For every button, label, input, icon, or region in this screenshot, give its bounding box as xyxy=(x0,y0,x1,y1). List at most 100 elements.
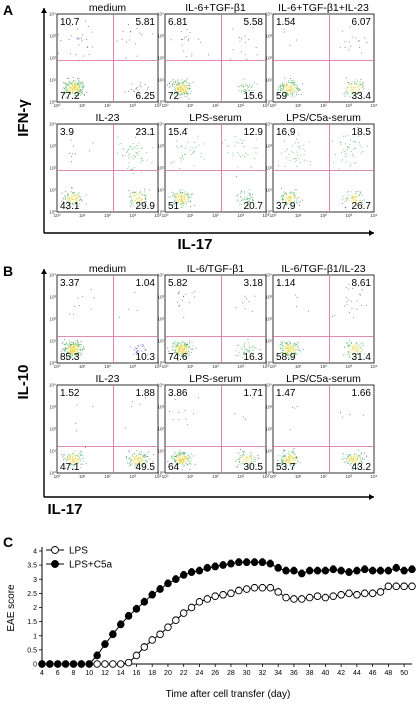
data-point xyxy=(242,558,251,567)
facs-dot xyxy=(277,460,278,462)
facs-dot xyxy=(179,194,181,196)
facs-dot xyxy=(176,199,178,201)
facs-dot xyxy=(346,191,348,193)
facs-dot xyxy=(78,458,80,460)
facs-dot xyxy=(74,460,75,462)
facs-dot xyxy=(189,340,190,342)
facs-dot xyxy=(184,87,186,89)
facs-dot xyxy=(134,156,136,158)
facs-dot xyxy=(68,152,70,154)
facs-dot xyxy=(248,456,250,458)
facs-dot xyxy=(189,469,191,470)
facs-dot xyxy=(351,200,352,202)
facs-dot xyxy=(283,463,285,465)
facs-dot xyxy=(186,348,188,350)
facs-dot xyxy=(239,461,240,462)
facs-dot xyxy=(67,351,69,353)
facs-dot xyxy=(135,198,137,200)
facs-dot xyxy=(344,201,346,202)
facs-dot xyxy=(139,32,141,34)
facs-dot xyxy=(184,92,186,94)
facs-dot xyxy=(73,460,75,462)
facs-dot xyxy=(68,77,70,79)
facs-dot xyxy=(173,161,175,162)
facs-y-tick: 10³ xyxy=(265,405,272,410)
facs-dot xyxy=(173,194,175,196)
facs-dot xyxy=(355,83,357,85)
facs-dot xyxy=(292,406,293,408)
facs-dot xyxy=(282,196,284,198)
facs-dot xyxy=(134,453,136,454)
facs-dot xyxy=(179,90,181,92)
facs-dot xyxy=(85,20,87,22)
facs-dot xyxy=(286,342,288,344)
facs-dot xyxy=(353,349,355,351)
facs-dot xyxy=(179,199,181,200)
facs-dot xyxy=(144,462,146,463)
facs-dot xyxy=(72,458,74,460)
facs-dot xyxy=(73,353,75,355)
data-point xyxy=(400,582,408,591)
facs-dot xyxy=(287,453,289,455)
facs-dot xyxy=(125,152,127,153)
facs-dot xyxy=(298,205,300,206)
facs-dot xyxy=(363,82,365,84)
facs-dot xyxy=(81,350,83,352)
facs-dot xyxy=(288,350,290,352)
facs-dot xyxy=(244,89,245,91)
facs-dot xyxy=(292,158,294,160)
facs-dot xyxy=(135,192,136,193)
facs-dot xyxy=(248,189,250,190)
facs-y-tick: 10³ xyxy=(49,405,56,410)
facs-dot xyxy=(299,148,301,150)
facs-dot xyxy=(180,459,181,461)
facs-dot xyxy=(77,88,78,90)
facs-dot xyxy=(291,87,293,89)
facs-dot xyxy=(289,201,291,203)
facs-dot xyxy=(248,208,250,210)
data-point xyxy=(109,660,117,668)
facs-dot xyxy=(290,347,292,349)
facs-dot xyxy=(175,348,177,350)
facs-dot xyxy=(291,81,293,83)
facs-dot xyxy=(75,344,76,346)
facs-dot xyxy=(178,291,180,293)
facs-dot xyxy=(344,457,345,459)
facs-dot xyxy=(174,352,175,354)
facs-dot xyxy=(281,462,283,464)
facs-x-tick: 10³ xyxy=(237,364,244,369)
facs-dot xyxy=(243,451,245,453)
facs-dot xyxy=(288,451,290,452)
facs-dot xyxy=(357,127,359,128)
facs-dot xyxy=(141,460,143,462)
facs-dot xyxy=(179,456,181,458)
facs-dot xyxy=(288,347,289,349)
facs-dot xyxy=(345,461,347,463)
facs-y-tick: 10⁴ xyxy=(49,383,56,388)
facs-dot xyxy=(288,340,290,342)
facs-dot xyxy=(178,196,180,198)
facs-x-tick: 10³ xyxy=(129,103,136,108)
facs-dot xyxy=(283,460,284,461)
facs-dot xyxy=(76,464,78,466)
facs-dot xyxy=(292,192,294,194)
quadrant-value-ul: 15.4 xyxy=(168,127,188,138)
facs-dot xyxy=(242,457,244,459)
facs-dot xyxy=(81,452,83,454)
facs-dot xyxy=(293,82,295,83)
facs-dot xyxy=(188,88,190,89)
facs-x-tick: 10² xyxy=(104,364,111,369)
facs-dot xyxy=(81,86,83,88)
facs-dot xyxy=(76,88,78,90)
facs-dot xyxy=(181,39,182,40)
facs-dot xyxy=(354,462,356,464)
facs-dot xyxy=(298,349,300,351)
quadrant-value-ll: 59 xyxy=(276,91,288,102)
facs-dot xyxy=(189,342,190,344)
facs-dot xyxy=(353,81,355,82)
facs-dot xyxy=(75,92,77,93)
facs-dot xyxy=(247,350,249,352)
facs-dot xyxy=(129,462,130,464)
facs-dot xyxy=(357,458,359,460)
